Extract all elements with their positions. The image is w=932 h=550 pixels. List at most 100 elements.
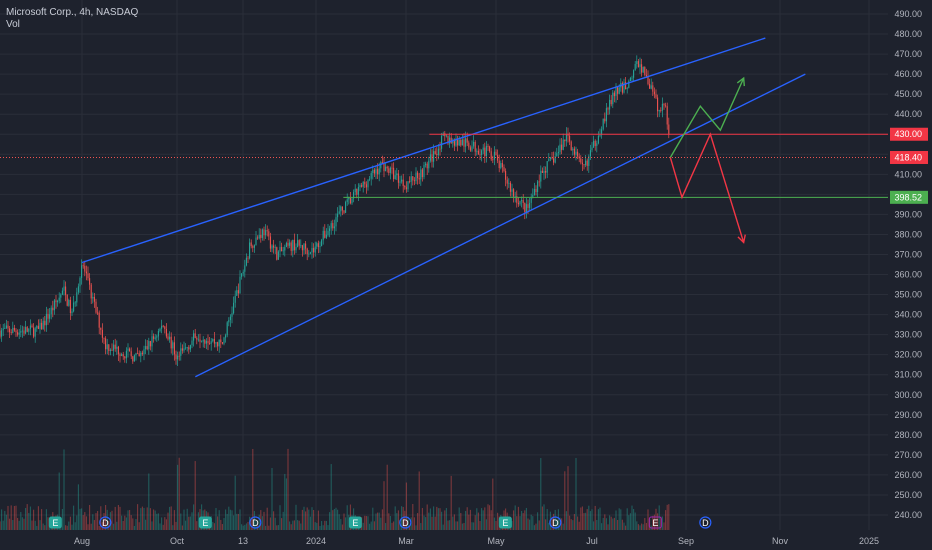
price-tick-label[interactable]: 300.00 bbox=[894, 390, 922, 400]
price-tick-label[interactable]: 440.00 bbox=[894, 109, 922, 119]
time-tick-label[interactable]: Mar bbox=[398, 536, 414, 546]
dividend-marker-label[interactable]: D bbox=[252, 518, 259, 528]
symbol-title[interactable]: Microsoft Corp., 4h, NASDAQ bbox=[6, 7, 139, 18]
earnings-marker-label[interactable]: E bbox=[352, 518, 358, 528]
volume-bar bbox=[564, 471, 566, 530]
earnings-marker-label[interactable]: E bbox=[502, 518, 508, 528]
candle-body bbox=[71, 311, 73, 314]
price-tick-label[interactable]: 410.00 bbox=[894, 169, 922, 179]
volume-bar bbox=[81, 508, 83, 530]
time-axis[interactable]: Aug Oct 13 2024 Mar May Jul Sep Nov 2025 bbox=[74, 536, 879, 546]
dividend-marker[interactable] bbox=[249, 516, 262, 529]
volume-bar bbox=[89, 504, 91, 530]
earnings-marker[interactable] bbox=[498, 516, 512, 529]
price-tick-label[interactable]: 480.00 bbox=[894, 29, 922, 39]
candle-body bbox=[145, 346, 147, 350]
dividend-marker-label[interactable]: D bbox=[402, 518, 409, 528]
price-tick-label[interactable]: 250.00 bbox=[894, 490, 922, 500]
price-tick-label[interactable]: 330.00 bbox=[894, 330, 922, 340]
candle-body bbox=[420, 169, 422, 180]
candle-body bbox=[167, 336, 169, 340]
volume-bar bbox=[460, 513, 462, 530]
volume-bar bbox=[183, 509, 185, 530]
price-tick-label[interactable]: 240.00 bbox=[894, 510, 922, 520]
price-tick-label[interactable]: 310.00 bbox=[894, 370, 922, 380]
candle-body bbox=[277, 251, 279, 260]
price-tick-label[interactable]: 380.00 bbox=[894, 229, 922, 239]
price-tick-label[interactable]: 260.00 bbox=[894, 470, 922, 480]
candle-body bbox=[253, 245, 255, 248]
price-tick-label[interactable]: 280.00 bbox=[894, 430, 922, 440]
price-tick-label[interactable]: 360.00 bbox=[894, 270, 922, 280]
candle-body bbox=[23, 330, 25, 334]
candle-body bbox=[447, 135, 449, 144]
candle-body bbox=[133, 355, 135, 362]
candle-body bbox=[305, 243, 307, 249]
dividend-marker-label[interactable]: D bbox=[702, 518, 709, 528]
time-tick-label[interactable]: Jul bbox=[586, 536, 598, 546]
earnings-marker-label[interactable]: E bbox=[52, 518, 58, 528]
volume-legend[interactable]: Vol bbox=[6, 19, 20, 30]
time-tick-label[interactable]: Aug bbox=[74, 536, 90, 546]
price-tick-label[interactable]: 490.00 bbox=[894, 9, 922, 19]
earnings-marker-label[interactable]: E bbox=[202, 518, 208, 528]
candle-body bbox=[4, 328, 6, 329]
earnings-marker[interactable] bbox=[48, 516, 62, 529]
candle-body bbox=[362, 181, 364, 187]
volume-bar bbox=[425, 517, 427, 530]
price-axis[interactable]: 490.00 480.00 470.00 460.00 450.00 440.00 430.… bbox=[888, 0, 932, 550]
candle-body bbox=[522, 200, 524, 203]
earnings-marker[interactable] bbox=[348, 516, 362, 529]
candle-body bbox=[349, 197, 351, 204]
time-tick-label[interactable]: Sep bbox=[678, 536, 694, 546]
time-tick-label[interactable]: May bbox=[487, 536, 505, 546]
candle-body bbox=[433, 151, 435, 162]
volume-bar bbox=[127, 510, 129, 530]
candle-body bbox=[181, 348, 183, 351]
chart-legend[interactable]: Microsoft Corp., 4h, NASDAQ Vol bbox=[6, 7, 138, 31]
volume-bar bbox=[626, 508, 628, 530]
price-tick-label[interactable]: 290.00 bbox=[894, 410, 922, 420]
candle-body bbox=[327, 230, 329, 235]
earnings-marker[interactable] bbox=[648, 516, 662, 529]
candle-body bbox=[529, 202, 531, 208]
earnings-marker[interactable] bbox=[198, 516, 212, 529]
dividend-marker[interactable] bbox=[549, 516, 562, 529]
candle-body bbox=[655, 94, 657, 98]
dividend-marker[interactable] bbox=[399, 516, 412, 529]
volume-bar bbox=[138, 522, 140, 530]
candle-body bbox=[121, 354, 123, 356]
volume-bar bbox=[17, 517, 19, 530]
candle-body bbox=[417, 172, 419, 179]
price-tick-label[interactable]: 270.00 bbox=[894, 450, 922, 460]
candle-body bbox=[73, 302, 75, 312]
time-tick-label[interactable]: 13 bbox=[238, 536, 248, 546]
time-tick-label[interactable]: Oct bbox=[170, 536, 185, 546]
time-tick-label[interactable]: Nov bbox=[772, 536, 789, 546]
time-tick-label[interactable]: 2024 bbox=[306, 536, 326, 546]
dividend-marker[interactable] bbox=[99, 516, 112, 529]
candle-body bbox=[241, 273, 243, 277]
price-tick-label[interactable]: 370.00 bbox=[894, 249, 922, 259]
price-tick-label[interactable]: 450.00 bbox=[894, 89, 922, 99]
dividend-marker-label[interactable]: D bbox=[102, 518, 109, 528]
time-tick-label[interactable]: 2025 bbox=[859, 536, 879, 546]
candle-body bbox=[658, 110, 660, 112]
price-tick-label[interactable]: 350.00 bbox=[894, 290, 922, 300]
price-tick-label[interactable]: 320.00 bbox=[894, 350, 922, 360]
candle-body bbox=[538, 181, 540, 183]
volume-bar bbox=[39, 520, 41, 530]
resistance-price-badge-label: 430.00 bbox=[894, 129, 922, 139]
volume-bar bbox=[489, 505, 491, 530]
dividend-marker[interactable] bbox=[699, 516, 712, 529]
price-tick-label[interactable]: 340.00 bbox=[894, 310, 922, 320]
price-tick-label[interactable]: 460.00 bbox=[894, 69, 922, 79]
earnings-marker-label[interactable]: E bbox=[652, 518, 658, 528]
dividend-marker-label[interactable]: D bbox=[552, 518, 559, 528]
volume-bar bbox=[12, 519, 14, 530]
candle-body bbox=[585, 160, 587, 166]
price-tick-label[interactable]: 470.00 bbox=[894, 49, 922, 59]
price-tick-label[interactable]: 390.00 bbox=[894, 209, 922, 219]
